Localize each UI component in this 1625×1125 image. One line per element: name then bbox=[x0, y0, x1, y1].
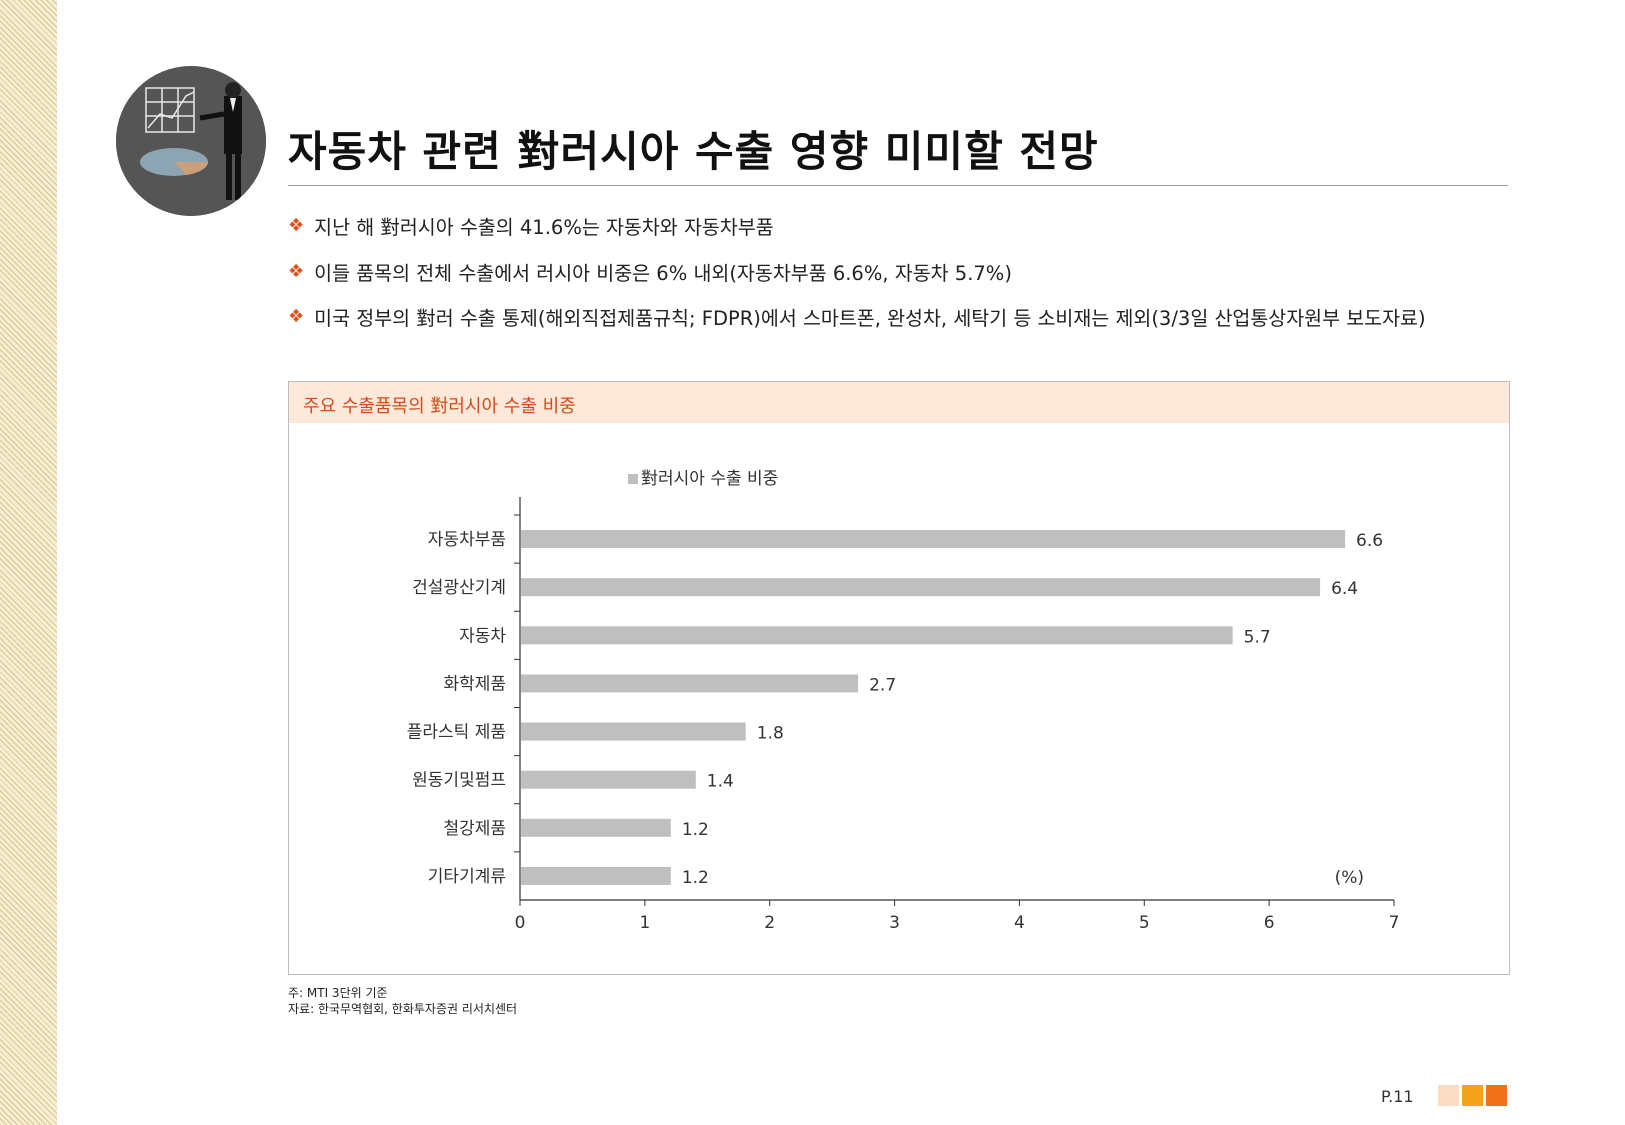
diamond-bullet-icon: ❖ bbox=[288, 261, 305, 282]
presenter-chart-illustration bbox=[116, 66, 266, 216]
page-title: 자동차 관련 對러시아 수출 영향 미미할 전망 bbox=[288, 127, 1099, 176]
bar bbox=[521, 530, 1346, 549]
page-square-mid bbox=[1462, 1085, 1483, 1106]
category-label: 원동기및펌프 bbox=[412, 771, 506, 791]
bar bbox=[521, 818, 671, 837]
legend-label: 對러시아 수출 비중 bbox=[641, 469, 778, 489]
chart-panel: 주요 수출품목의 對러시아 수출 비중 對러시아 수출 비중 6.6 6.4 5.7… bbox=[288, 381, 1510, 975]
x-tick-label: 1 bbox=[639, 913, 650, 933]
title-divider bbox=[288, 185, 1508, 186]
legend-swatch bbox=[628, 474, 638, 484]
x-tick-label: 4 bbox=[1014, 913, 1025, 933]
data-label: 1.2 bbox=[682, 820, 709, 840]
category-label: 자동차 bbox=[459, 626, 506, 646]
diamond-bullet-icon: ❖ bbox=[288, 215, 305, 236]
chart-header: 주요 수출품목의 對러시아 수출 비중 bbox=[289, 382, 1509, 423]
data-label: 6.4 bbox=[1331, 579, 1358, 599]
category-label: 화학제품 bbox=[443, 674, 506, 694]
data-label: 6.6 bbox=[1356, 531, 1383, 551]
bar bbox=[521, 626, 1233, 645]
category-label: 철강제품 bbox=[443, 819, 506, 839]
bullet-1-text: 지난 해 對러시아 수출의 41.6%는 자동차와 자동차부품 bbox=[314, 216, 774, 239]
category-label: 플라스틱 제품 bbox=[407, 723, 506, 743]
x-tick-label: 3 bbox=[889, 913, 900, 933]
data-label: 1.4 bbox=[707, 772, 734, 792]
bar-chart: 對러시아 수출 비중 6.6 6.4 5.7 2.7 1.8 1.4 1.2 1.2 자동차부… bbox=[407, 469, 1400, 933]
page-number: P.11 bbox=[1381, 1087, 1414, 1106]
bullet-1: ❖ 지난 해 對러시아 수출의 41.6%는 자동차와 자동차부품 bbox=[288, 211, 774, 240]
category-label: 건설광산기계 bbox=[412, 578, 506, 598]
bar bbox=[521, 770, 696, 789]
data-label: 2.7 bbox=[869, 675, 896, 695]
chart-header-title: 주요 수출품목의 對러시아 수출 비중 bbox=[303, 396, 576, 417]
x-tick-label: 6 bbox=[1264, 913, 1275, 933]
bullet-2-text: 이들 품목의 전체 수출에서 러시아 비중은 6% 내외(자동차부품 6.6%,… bbox=[314, 262, 1012, 285]
bar bbox=[521, 578, 1321, 597]
bar bbox=[521, 866, 671, 885]
x-tick-label: 7 bbox=[1389, 913, 1400, 933]
chart-note: 주: MTI 3단위 기준 bbox=[288, 986, 388, 1000]
page-square-dark bbox=[1486, 1085, 1507, 1106]
data-label: 5.7 bbox=[1244, 627, 1271, 647]
diamond-bullet-icon: ❖ bbox=[288, 306, 305, 327]
side-pattern bbox=[0, 0, 57, 1125]
bar bbox=[521, 722, 746, 741]
bullet-3-text: 미국 정부의 對러 수출 통제(해외직접제품규칙; FDPR)에서 스마트폰, … bbox=[314, 307, 1426, 330]
x-tick-label: 2 bbox=[764, 913, 775, 933]
page-square-light bbox=[1438, 1085, 1459, 1106]
chart-source: 자료: 한국무역협회, 한화투자증권 리서치센터 bbox=[288, 1002, 518, 1016]
data-label: 1.2 bbox=[682, 868, 709, 888]
data-label: 1.8 bbox=[757, 724, 784, 744]
category-label: 기타기계류 bbox=[428, 867, 506, 887]
bar bbox=[521, 674, 859, 693]
category-label: 자동차부품 bbox=[428, 530, 506, 550]
bullet-2: ❖ 이들 품목의 전체 수출에서 러시아 비중은 6% 내외(자동차부품 6.6… bbox=[288, 257, 1012, 286]
unit-label: (%) bbox=[1335, 868, 1364, 888]
x-tick-label: 5 bbox=[1139, 913, 1150, 933]
x-tick-label: 0 bbox=[515, 913, 526, 933]
bullet-3: ❖ 미국 정부의 對러 수출 통제(해외직접제품규칙; FDPR)에서 스마트폰… bbox=[288, 302, 1426, 331]
